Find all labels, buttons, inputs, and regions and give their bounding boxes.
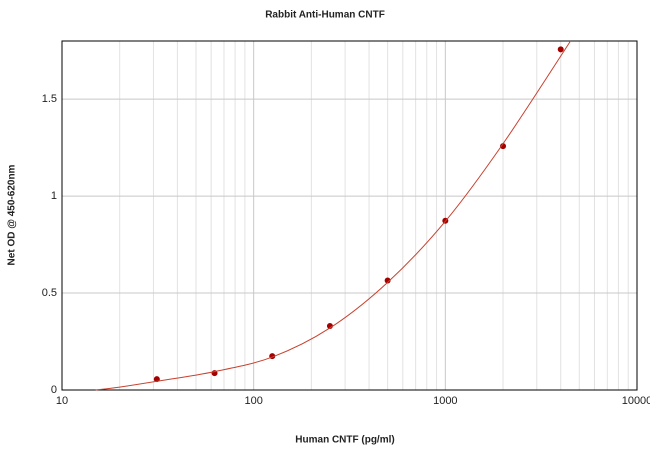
x-tick-label: 10000: [622, 395, 650, 407]
plot-frame: [61, 40, 638, 391]
x-tick-label: 100: [244, 395, 262, 407]
y-axis-label: Net OD @ 450-620nm: [7, 164, 18, 265]
fit-curve: [95, 40, 571, 391]
y-tick-label: 0.5: [42, 287, 57, 299]
data-point: [557, 46, 564, 53]
chart-title: Rabbit Anti-Human CNTF: [265, 10, 385, 21]
y-tick-label: 0: [51, 384, 57, 396]
y-tick-label: 1.5: [42, 93, 57, 105]
y-tick-label: 1: [51, 190, 57, 202]
x-tick-label: 10: [56, 395, 68, 407]
data-point: [500, 143, 507, 150]
x-tick-label: 1000: [433, 395, 457, 407]
data-point: [384, 277, 391, 284]
x-axis-label: Human CNTF (pg/ml): [295, 435, 394, 446]
